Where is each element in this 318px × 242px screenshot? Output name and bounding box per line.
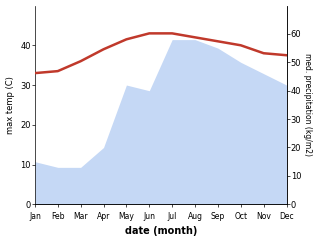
- Y-axis label: max temp (C): max temp (C): [5, 76, 15, 134]
- X-axis label: date (month): date (month): [125, 227, 197, 236]
- Y-axis label: med. precipitation (kg/m2): med. precipitation (kg/m2): [303, 53, 313, 156]
